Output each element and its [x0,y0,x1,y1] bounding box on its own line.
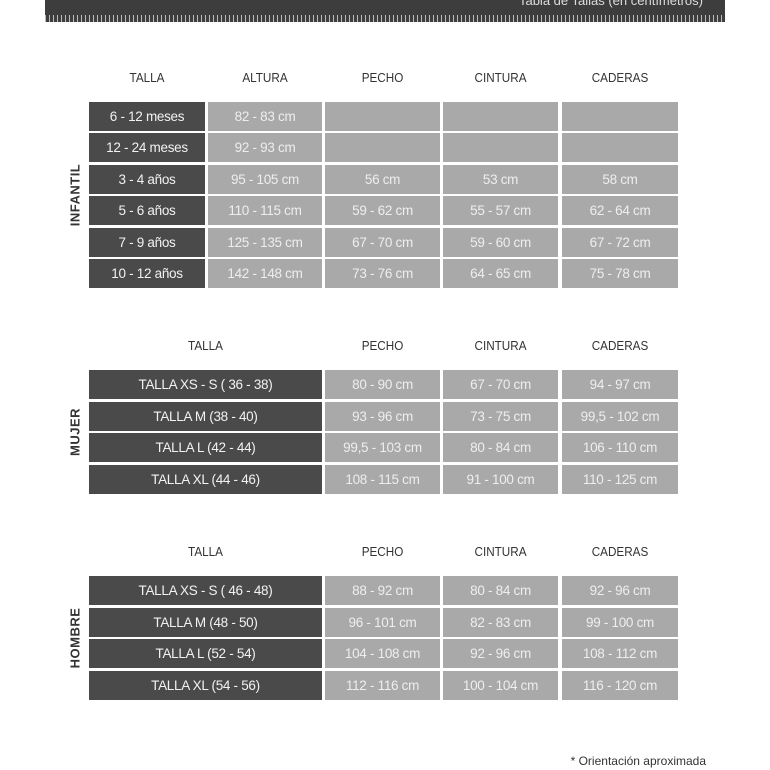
size-cell: TALLA XL (44 - 46) [89,465,322,494]
header-title: Tabla de Tallas (en centímetros) [518,0,703,8]
measure-cell: 99,5 - 102 cm [562,402,678,431]
measure-cell: 92 - 93 cm [208,133,322,162]
size-cell: TALLA M (38 - 40) [89,402,322,431]
size-cell: TALLA L (52 - 54) [89,639,322,668]
measure-cell: 58 cm [562,165,678,194]
measure-cell: 104 - 108 cm [325,639,440,668]
measure-cell: 55 - 57 cm [443,196,558,225]
measure-cell: 73 - 75 cm [443,402,558,431]
measure-cell: 82 - 83 cm [208,102,322,131]
measure-cell [443,133,558,162]
measure-cell [325,133,440,162]
measure-cell: 59 - 60 cm [443,228,558,257]
section-label: HOMBRE [67,607,83,669]
measure-cell: 80 - 90 cm [325,370,440,399]
measure-cell: 94 - 97 cm [562,370,678,399]
ruler-decoration [45,15,725,22]
section-label: MUJER [67,407,83,457]
measure-cell: 75 - 78 cm [562,259,678,288]
size-cell: TALLA XS - S ( 46 - 48) [89,576,322,605]
measure-cell: 108 - 112 cm [562,639,678,668]
column-header: PECHO [361,544,404,559]
column-header: PECHO [361,70,404,85]
size-cell: 5 - 6 años [89,196,205,225]
column-header: TALLA [188,338,223,353]
column-header: CINTURA [474,338,527,353]
measure-cell: 99 - 100 cm [562,608,678,637]
column-header: TALLA [188,544,223,559]
measure-cell: 88 - 92 cm [325,576,440,605]
measure-cell: 67 - 72 cm [562,228,678,257]
measure-cell: 82 - 83 cm [443,608,558,637]
column-header: PECHO [361,338,404,353]
measure-cell: 91 - 100 cm [443,465,558,494]
measure-cell: 110 - 125 cm [562,465,678,494]
size-cell: TALLA L (42 - 44) [89,433,322,462]
column-header: TALLA [129,70,165,85]
size-cell: 6 - 12 meses [89,102,205,131]
measure-cell: 92 - 96 cm [562,576,678,605]
measure-cell [443,102,558,131]
header-bar: Tabla de Tallas (en centímetros) [45,0,725,22]
measure-cell: 99,5 - 103 cm [325,433,440,462]
measure-cell: 92 - 96 cm [443,639,558,668]
measure-cell: 67 - 70 cm [325,228,440,257]
measure-cell: 62 - 64 cm [562,196,678,225]
measure-cell: 93 - 96 cm [325,402,440,431]
measure-cell: 53 cm [443,165,558,194]
measure-cell: 56 cm [325,165,440,194]
column-header: ALTURA [242,70,288,85]
size-cell: 12 - 24 meses [89,133,205,162]
measure-cell: 108 - 115 cm [325,465,440,494]
measure-cell: 96 - 101 cm [325,608,440,637]
size-cell: 10 - 12 años [89,259,205,288]
measure-cell: 64 - 65 cm [443,259,558,288]
measure-cell: 142 - 148 cm [208,259,322,288]
measure-cell: 67 - 70 cm [443,370,558,399]
measure-cell [562,102,678,131]
column-header: CADERAS [591,70,649,85]
measure-cell: 80 - 84 cm [443,576,558,605]
measure-cell: 80 - 84 cm [443,433,558,462]
column-header: CINTURA [474,70,527,85]
measure-cell: 106 - 110 cm [562,433,678,462]
footnote: * Orientación aproximada [570,754,706,768]
measure-cell: 110 - 115 cm [208,196,322,225]
measure-cell: 112 - 116 cm [325,671,440,700]
size-cell: 3 - 4 años [89,165,205,194]
size-cell: TALLA M (48 - 50) [89,608,322,637]
measure-cell: 116 - 120 cm [562,671,678,700]
measure-cell [325,102,440,131]
measure-cell: 73 - 76 cm [325,259,440,288]
measure-cell: 100 - 104 cm [443,671,558,700]
size-cell: 7 - 9 años [89,228,205,257]
measure-cell [562,133,678,162]
measure-cell: 125 - 135 cm [208,228,322,257]
column-header: CINTURA [474,544,527,559]
size-cell: TALLA XS - S ( 36 - 38) [89,370,322,399]
section-label: INFANTIL [67,163,83,227]
measure-cell: 95 - 105 cm [208,165,322,194]
column-header: CADERAS [591,544,649,559]
measure-cell: 59 - 62 cm [325,196,440,225]
column-header: CADERAS [591,338,649,353]
size-cell: TALLA XL (54 - 56) [89,671,322,700]
